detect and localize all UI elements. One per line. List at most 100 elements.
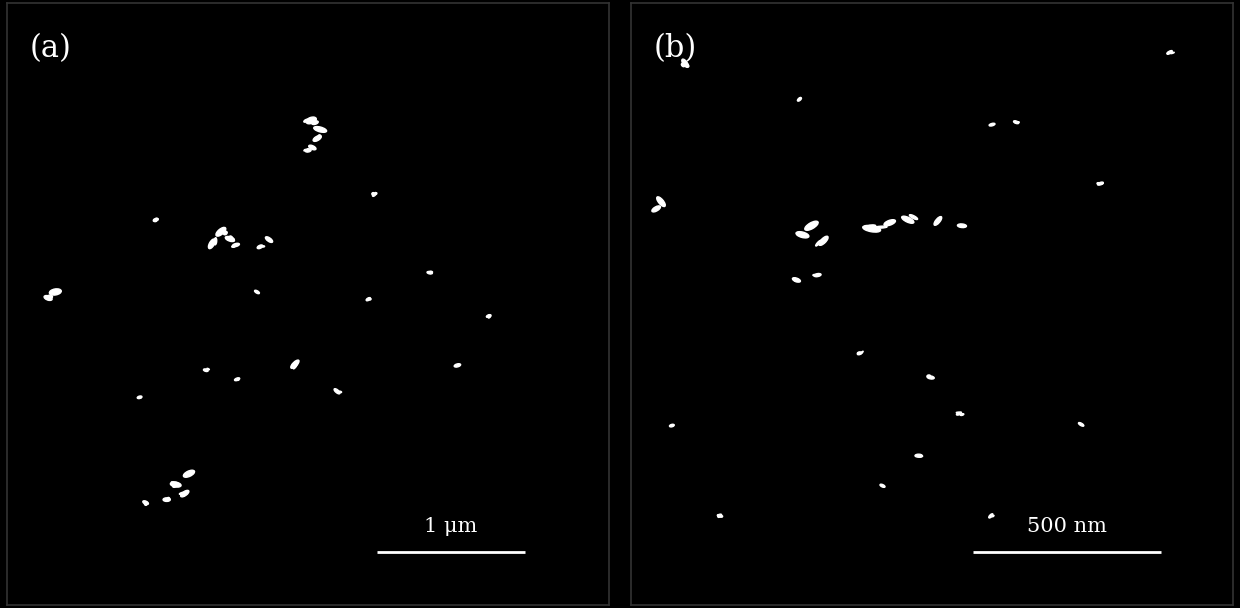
Ellipse shape [155,218,157,219]
Ellipse shape [254,290,259,294]
Ellipse shape [215,238,217,245]
Ellipse shape [919,455,923,457]
Ellipse shape [229,236,233,239]
Ellipse shape [682,63,684,67]
Ellipse shape [718,516,719,517]
Ellipse shape [489,315,490,316]
Ellipse shape [813,274,821,277]
Ellipse shape [180,492,184,494]
Text: 1 μm: 1 μm [424,517,477,536]
Text: (a): (a) [30,33,72,64]
Ellipse shape [486,314,491,317]
Ellipse shape [232,243,239,247]
Ellipse shape [990,123,994,126]
Ellipse shape [304,150,306,151]
Ellipse shape [376,193,377,195]
Ellipse shape [339,391,341,393]
Ellipse shape [719,514,722,515]
Ellipse shape [430,271,433,273]
Text: (b): (b) [653,33,697,64]
Ellipse shape [171,482,179,483]
Ellipse shape [46,297,48,300]
Ellipse shape [223,231,227,235]
Ellipse shape [372,193,374,195]
Ellipse shape [306,149,309,150]
Ellipse shape [265,237,273,243]
Ellipse shape [1097,182,1099,184]
Ellipse shape [928,376,934,379]
Ellipse shape [960,413,963,415]
Ellipse shape [372,193,376,196]
Ellipse shape [672,424,673,426]
Ellipse shape [797,97,801,101]
Ellipse shape [928,375,930,377]
Ellipse shape [167,497,170,500]
Ellipse shape [956,412,959,413]
Ellipse shape [304,119,308,122]
Ellipse shape [1079,423,1084,426]
Ellipse shape [657,197,666,207]
Ellipse shape [48,295,52,298]
Ellipse shape [818,237,828,246]
Ellipse shape [143,501,149,505]
Ellipse shape [454,364,460,367]
Ellipse shape [50,289,61,295]
Ellipse shape [652,206,661,212]
Ellipse shape [226,237,234,241]
Ellipse shape [1167,52,1169,54]
Ellipse shape [489,316,491,318]
Ellipse shape [1014,122,1016,123]
Ellipse shape [262,246,264,247]
Ellipse shape [164,498,170,502]
Ellipse shape [1097,182,1104,185]
Ellipse shape [880,484,885,488]
Ellipse shape [237,379,239,381]
Ellipse shape [234,378,239,381]
Ellipse shape [992,516,994,517]
Ellipse shape [682,59,688,67]
Ellipse shape [314,136,321,142]
Ellipse shape [232,246,234,247]
Ellipse shape [1018,122,1019,123]
Ellipse shape [170,482,181,487]
Ellipse shape [670,424,675,427]
Ellipse shape [884,219,895,226]
Ellipse shape [956,412,961,415]
Ellipse shape [138,396,141,399]
Ellipse shape [208,239,216,249]
Ellipse shape [368,298,371,300]
Ellipse shape [792,278,801,282]
Ellipse shape [988,514,993,518]
Ellipse shape [370,299,371,300]
Ellipse shape [293,362,298,369]
Ellipse shape [816,240,821,246]
Ellipse shape [309,145,316,150]
Ellipse shape [145,503,146,505]
Ellipse shape [857,352,861,354]
Ellipse shape [795,280,797,282]
Ellipse shape [1167,50,1172,54]
Ellipse shape [139,397,141,398]
Ellipse shape [718,514,723,517]
Ellipse shape [1013,121,1019,123]
Ellipse shape [172,485,176,488]
Ellipse shape [257,245,263,249]
Ellipse shape [154,220,156,222]
Ellipse shape [796,232,808,238]
Ellipse shape [311,147,314,149]
Ellipse shape [934,216,941,226]
Ellipse shape [427,271,433,274]
Ellipse shape [334,389,340,394]
Ellipse shape [291,360,299,368]
Ellipse shape [957,224,966,227]
Ellipse shape [311,121,319,125]
Ellipse shape [1171,52,1174,54]
Text: 500 nm: 500 nm [1027,517,1106,536]
Ellipse shape [293,361,296,367]
Ellipse shape [867,225,875,227]
Ellipse shape [857,352,862,354]
Ellipse shape [154,218,159,221]
Ellipse shape [429,272,430,274]
Ellipse shape [45,295,52,300]
Ellipse shape [181,490,188,497]
